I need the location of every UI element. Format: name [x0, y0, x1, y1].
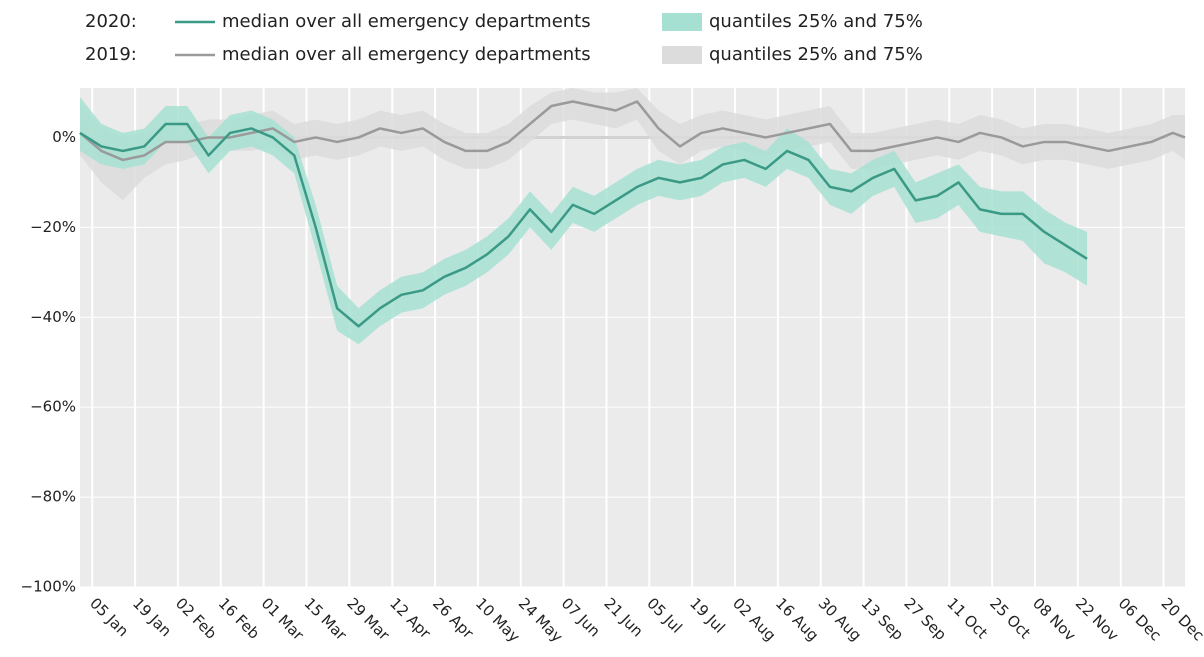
x-tick-label: 16 Feb [215, 594, 263, 642]
legend-swatch [662, 46, 702, 64]
x-tick-label: 26 Apr [429, 594, 478, 643]
x-tick-label: 19 Jul [686, 594, 728, 636]
median-line [79, 100, 1186, 162]
y-tick-label: −60% [30, 398, 76, 416]
x-tick-label: 02 Feb [172, 594, 220, 642]
legend-label: median over all emergency departments [222, 44, 591, 65]
legend-group-label: 2019: [85, 44, 137, 65]
x-tick-label: 05 Jan [86, 594, 132, 640]
quantile-band [80, 88, 1185, 201]
legend-swatch [662, 13, 702, 31]
x-tick-label: 19 Jan [129, 594, 175, 640]
x-tick-label: 11 Oct [943, 594, 991, 642]
y-tick-label: −40% [30, 308, 76, 326]
legend-label: median over all emergency departments [222, 11, 591, 32]
legend-group-label: 2020: [85, 11, 137, 32]
x-tick-label: 06 Dec [1115, 594, 1165, 644]
x-tick-label: 01 Mar [258, 594, 308, 644]
x-tick-label: 24 May [515, 594, 567, 646]
x-tick-label: 22 Nov [1072, 594, 1122, 644]
x-tick-label: 16 Aug [772, 594, 822, 644]
x-tick-label: 27 Sep [900, 594, 950, 644]
x-tick-label: 13 Sep [858, 594, 908, 644]
legend-label: quantiles 25% and 75% [709, 44, 923, 65]
x-tick-label: 29 Mar [343, 594, 393, 644]
x-tick-label: 20 Dec [1158, 594, 1204, 644]
x-tick-label: 15 Mar [300, 594, 350, 644]
legend-label: quantiles 25% and 75% [709, 11, 923, 32]
x-tick-label: 25 Oct [986, 594, 1034, 642]
x-tick-label: 08 Nov [1029, 594, 1079, 644]
y-tick-label: −20% [30, 218, 76, 236]
x-tick-label: 12 Apr [386, 594, 435, 643]
x-tick-label: 10 May [472, 594, 524, 646]
y-tick-label: 0% [52, 128, 76, 146]
x-tick-label: 30 Aug [815, 594, 865, 644]
x-tick-label: 02 Aug [729, 594, 779, 644]
median-line [79, 122, 1088, 328]
quantile-band [80, 96, 1088, 345]
y-tick-label: −80% [30, 488, 76, 506]
x-tick-label: 05 Jul [643, 594, 685, 636]
x-tick-label: 21 Jun [600, 594, 646, 640]
y-tick-label: −100% [21, 578, 76, 596]
